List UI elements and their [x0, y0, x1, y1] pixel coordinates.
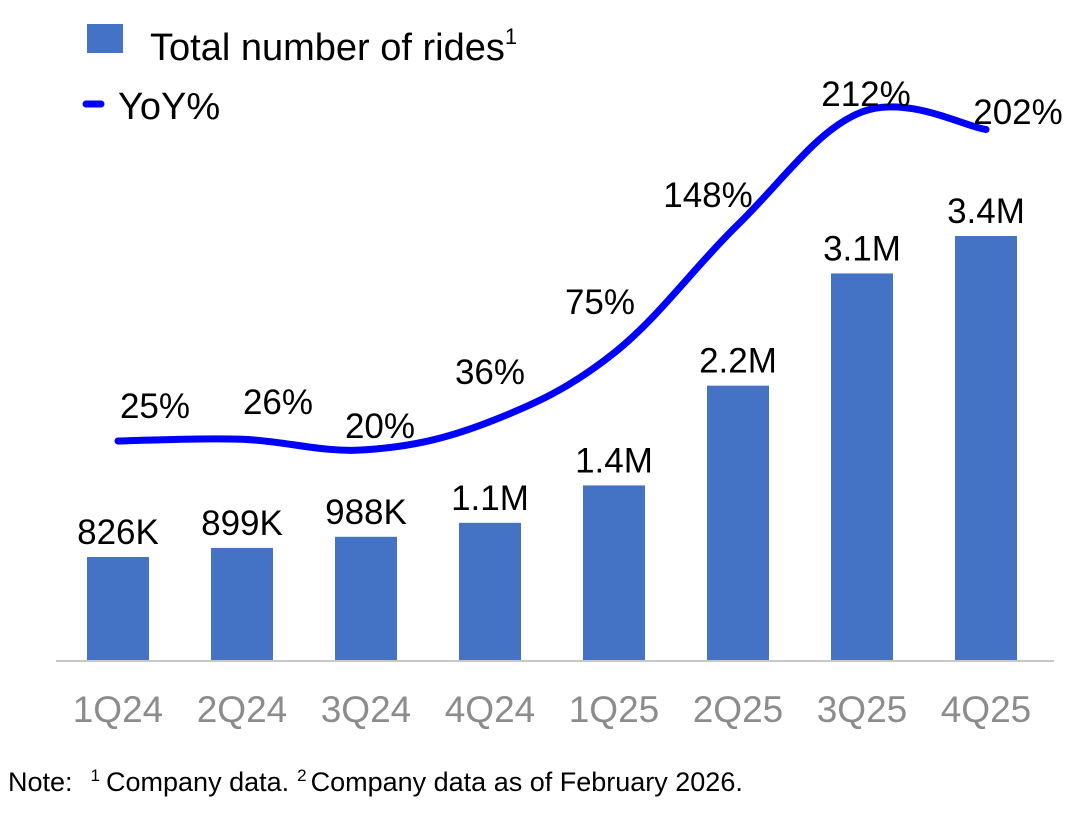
x-tick-1Q24: 1Q24: [73, 689, 164, 730]
yoy-label-1Q25: 75%: [565, 283, 635, 322]
bar-4Q25: [955, 236, 1017, 660]
yoy-label-2Q24: 26%: [243, 383, 313, 422]
yoy-label-2Q25: 148%: [663, 176, 753, 215]
legend-label-yoy: YoY%: [118, 86, 220, 128]
bar-label-3Q25: 3.1M: [823, 229, 901, 268]
bar-2Q25: [707, 385, 769, 660]
yoy-label-3Q24: 20%: [345, 407, 415, 446]
bar-label-1Q25: 1.4M: [575, 441, 653, 480]
bar-label-2Q24: 899K: [201, 504, 283, 543]
bar-label-1Q24: 826K: [77, 513, 159, 552]
yoy-label-4Q24: 36%: [455, 353, 525, 392]
bar-3Q24: [335, 536, 397, 660]
bar-label-2Q25: 2.2M: [699, 342, 777, 381]
bar-4Q24: [459, 522, 521, 660]
yoy-label-4Q25: 202%: [973, 93, 1063, 132]
x-tick-3Q25: 3Q25: [817, 689, 908, 730]
legend-swatch-rides: [87, 24, 123, 53]
footnote: Note: 1 Company data. 2 Company data as of F…: [8, 766, 743, 797]
yoy-line: [114, 103, 990, 454]
x-tick-1Q25: 1Q25: [569, 689, 660, 730]
legend: Total number of rides1 YoY%: [82, 24, 517, 128]
bar-label-3Q24: 988K: [325, 493, 407, 532]
x-tick-3Q24: 3Q24: [321, 689, 412, 730]
x-tick-4Q25: 4Q25: [941, 689, 1032, 730]
bar-3Q25: [831, 273, 893, 660]
x-tick-2Q24: 2Q24: [197, 689, 288, 730]
bar-1Q24: [87, 556, 149, 660]
bar-label-4Q24: 1.1M: [451, 479, 529, 518]
x-tick-4Q24: 4Q24: [445, 689, 536, 730]
yoy-label-3Q25: 212%: [821, 75, 911, 114]
bar-label-4Q25: 3.4M: [947, 192, 1025, 231]
bar-2Q24: [211, 547, 273, 660]
bar-1Q25: [583, 485, 645, 660]
x-tick-2Q25: 2Q25: [693, 689, 784, 730]
yoy-label-1Q24: 25%: [120, 387, 190, 426]
legend-label-rides: Total number of rides1: [150, 24, 517, 69]
